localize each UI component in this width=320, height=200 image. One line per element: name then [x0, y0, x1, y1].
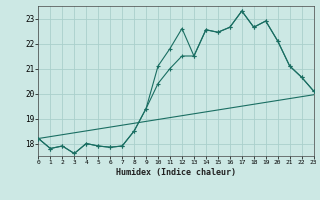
X-axis label: Humidex (Indice chaleur): Humidex (Indice chaleur)	[116, 168, 236, 177]
